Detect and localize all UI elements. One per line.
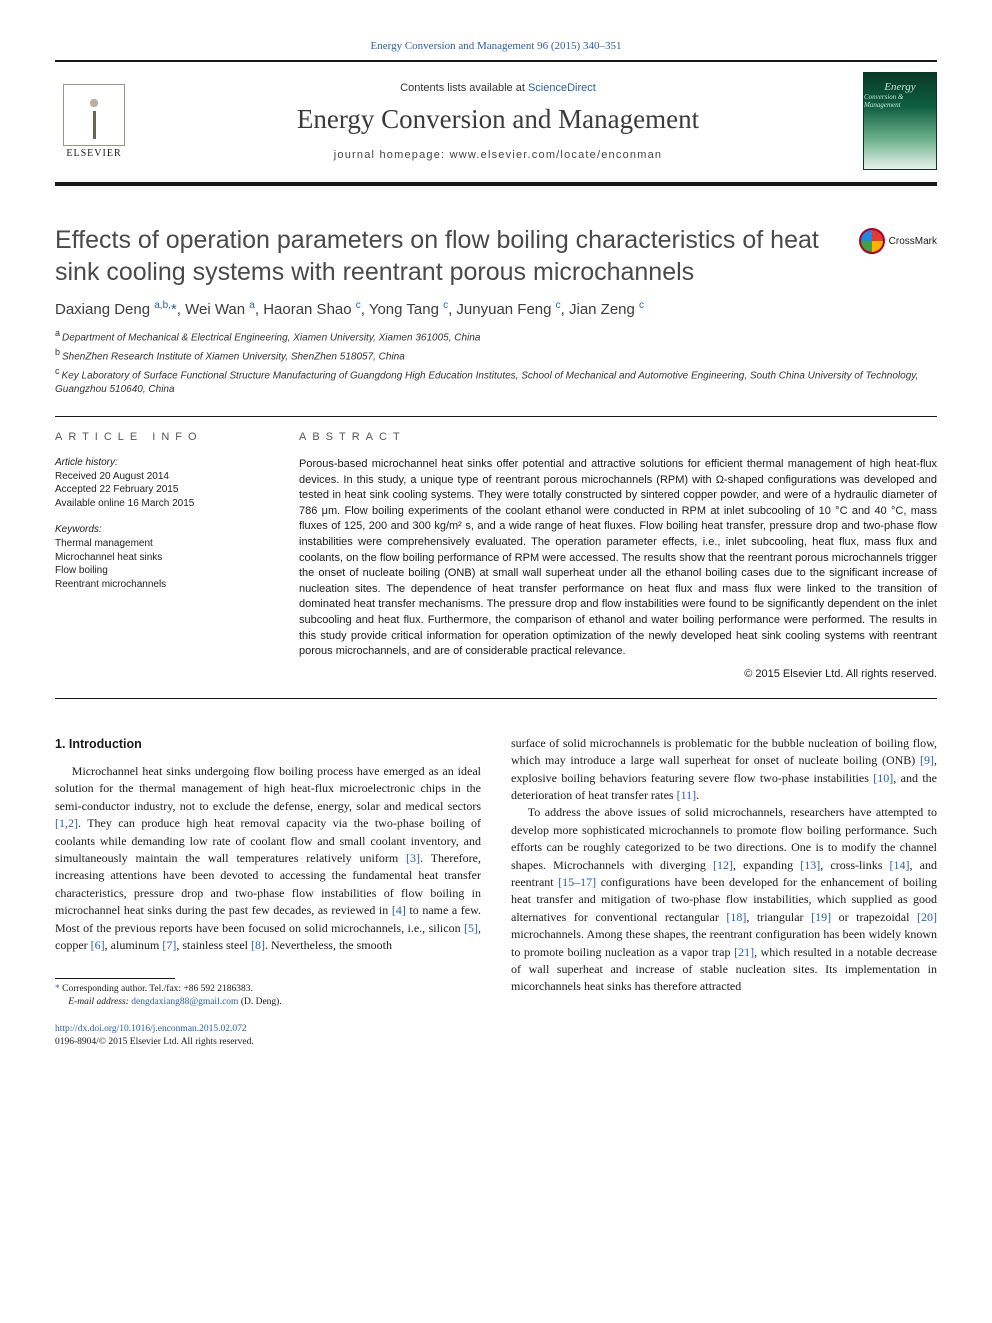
history-received: Received 20 August 2014 xyxy=(55,470,263,484)
ref-link[interactable]: [21] xyxy=(734,945,754,959)
header-rule-top xyxy=(55,60,937,62)
article-info: ARTICLE INFO Article history: Received 2… xyxy=(55,431,263,680)
ref-link[interactable]: [6] xyxy=(91,938,105,952)
top-citation: Energy Conversion and Management 96 (201… xyxy=(55,40,937,52)
affiliation-item: bShenZhen Research Institute of Xiamen U… xyxy=(55,346,937,365)
ref-link[interactable]: [10] xyxy=(873,771,893,785)
body-paragraph: Microchannel heat sinks undergoing flow … xyxy=(55,763,481,954)
ref-link[interactable]: [7] xyxy=(162,938,176,952)
ref-link[interactable]: [18] xyxy=(726,910,746,924)
history-accepted: Accepted 22 February 2015 xyxy=(55,483,263,497)
info-rule-top xyxy=(55,416,937,417)
history-available: Available online 16 March 2015 xyxy=(55,497,263,511)
info-rule-bottom xyxy=(55,698,937,699)
keyword-item: Flow boiling xyxy=(55,564,263,578)
journal-name: Energy Conversion and Management xyxy=(151,104,845,135)
crossmark-label: CrossMark xyxy=(889,236,937,247)
section-heading-intro: 1. Introduction xyxy=(55,735,481,753)
corr-star-icon: * xyxy=(55,984,60,994)
email-link[interactable]: dengdaxiang88@gmail.com xyxy=(131,997,238,1007)
homepage-url: www.elsevier.com/locate/enconman xyxy=(450,149,663,161)
ref-link[interactable]: [13] xyxy=(800,858,820,872)
cover-title-1: Energy xyxy=(884,81,915,93)
issn-copyright: 0196-8904/© 2015 Elsevier Ltd. All right… xyxy=(55,1037,254,1047)
doi-link[interactable]: http://dx.doi.org/10.1016/j.enconman.201… xyxy=(55,1024,247,1034)
ref-link[interactable]: [14] xyxy=(890,858,910,872)
sciencedirect-link[interactable]: ScienceDirect xyxy=(528,82,596,94)
body-columns: 1. Introduction Microchannel heat sinks … xyxy=(55,735,937,1049)
elsevier-logo: ELSEVIER xyxy=(55,84,133,159)
email-footnote: E-mail address: dengdaxiang88@gmail.com … xyxy=(55,996,481,1009)
ref-link[interactable]: [3] xyxy=(406,851,420,865)
ref-link[interactable]: [4] xyxy=(392,903,406,917)
cover-title-2: Conversion & Management xyxy=(864,93,936,109)
journal-header: ELSEVIER Contents lists available at Sci… xyxy=(55,66,937,180)
keyword-item: Reentrant microchannels xyxy=(55,578,263,592)
abstract-column: ABSTRACT Porous-based microchannel heat … xyxy=(299,431,937,680)
contents-line: Contents lists available at ScienceDirec… xyxy=(151,82,845,94)
authors-line: Daxiang Deng a,b,*, Wei Wan a, Haoran Sh… xyxy=(55,300,937,318)
ref-link[interactable]: [12] xyxy=(713,858,733,872)
affiliation-item: aDepartment of Mechanical & Electrical E… xyxy=(55,327,937,346)
article-info-heading: ARTICLE INFO xyxy=(55,431,263,443)
abstract-text: Porous-based microchannel heat sinks off… xyxy=(299,457,937,660)
header-rule-bottom xyxy=(55,182,937,186)
crossmark-badge[interactable]: CrossMark xyxy=(859,228,937,254)
copyright-line: © 2015 Elsevier Ltd. All rights reserved… xyxy=(299,668,937,680)
keyword-item: Microchannel heat sinks xyxy=(55,551,263,565)
ref-link[interactable]: [15–17] xyxy=(558,875,596,889)
ref-link[interactable]: [8] xyxy=(251,938,265,952)
corr-text: Corresponding author. Tel./fax: +86 592 … xyxy=(62,984,253,994)
affiliations: aDepartment of Mechanical & Electrical E… xyxy=(55,327,937,398)
journal-cover-thumb: Energy Conversion & Management xyxy=(863,72,937,170)
body-paragraph: surface of solid microchannels is proble… xyxy=(511,735,937,805)
crossmark-icon xyxy=(859,228,885,254)
email-label: E-mail address: xyxy=(68,997,129,1007)
ref-link[interactable]: [19] xyxy=(811,910,831,924)
keyword-item: Thermal management xyxy=(55,537,263,551)
article-title: Effects of operation parameters on flow … xyxy=(55,224,841,288)
corresponding-footnote: * Corresponding author. Tel./fax: +86 59… xyxy=(55,983,481,996)
doi-block: http://dx.doi.org/10.1016/j.enconman.201… xyxy=(55,1023,481,1049)
body-paragraph: To address the above issues of solid mic… xyxy=(511,804,937,995)
abstract-heading: ABSTRACT xyxy=(299,431,937,443)
elsevier-wordmark: ELSEVIER xyxy=(66,148,121,159)
email-suffix: (D. Deng). xyxy=(241,997,282,1007)
contents-line-text: Contents lists available at xyxy=(400,82,528,94)
info-abstract-row: ARTICLE INFO Article history: Received 2… xyxy=(55,431,937,680)
body-column-left: 1. Introduction Microchannel heat sinks … xyxy=(55,735,481,1049)
header-center: Contents lists available at ScienceDirec… xyxy=(151,82,845,161)
body-column-right: surface of solid microchannels is proble… xyxy=(511,735,937,1049)
citation-link[interactable]: Energy Conversion and Management 96 (201… xyxy=(371,40,622,52)
footnote-rule xyxy=(55,978,175,979)
ref-link[interactable]: [20] xyxy=(917,910,937,924)
homepage-prefix: journal homepage: xyxy=(334,149,450,161)
keywords-label: Keywords: xyxy=(55,524,263,535)
ref-link[interactable]: [5] xyxy=(464,921,478,935)
journal-homepage-line: journal homepage: www.elsevier.com/locat… xyxy=(151,149,845,161)
title-row: Effects of operation parameters on flow … xyxy=(55,224,937,288)
ref-link[interactable]: [9] xyxy=(920,753,934,767)
ref-link[interactable]: [1,2] xyxy=(55,816,78,830)
article-history-label: Article history: xyxy=(55,457,263,468)
ref-link[interactable]: [11] xyxy=(677,788,697,802)
elsevier-tree-icon xyxy=(63,84,125,146)
affiliation-item: cKey Laboratory of Surface Functional St… xyxy=(55,365,937,398)
